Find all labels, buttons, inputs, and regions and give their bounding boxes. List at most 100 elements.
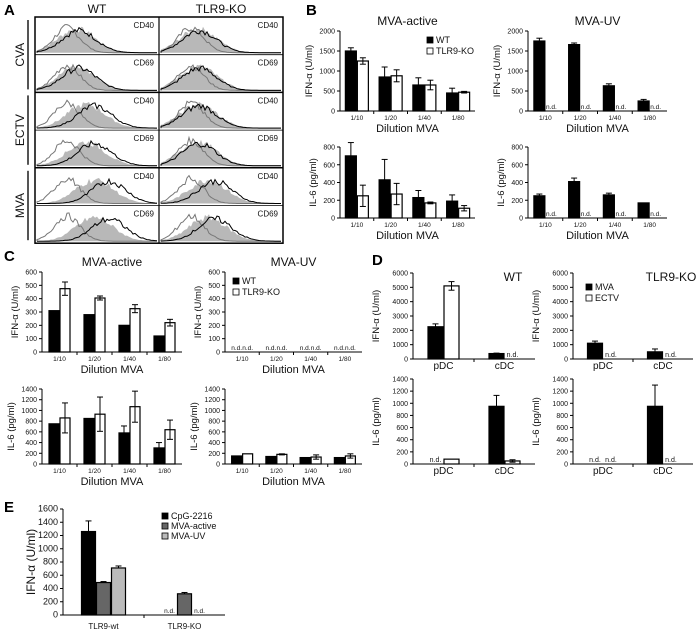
nd-label: n.d. xyxy=(605,457,617,464)
row-group-label: ECTV xyxy=(13,114,27,146)
nd-label: n.d. xyxy=(589,457,601,464)
bar-wt xyxy=(637,100,650,112)
bar-tlr9-ko xyxy=(242,453,254,465)
nd-label: n.d. xyxy=(546,104,557,111)
histogram-isotype-fill xyxy=(161,139,281,166)
bar-tlr9-ko xyxy=(94,297,106,353)
x-tick-label: 1/40 xyxy=(609,115,622,122)
y-tick-label: 600 xyxy=(208,429,220,436)
bar-wt xyxy=(83,314,95,353)
y-tick-label: 1000 xyxy=(507,69,523,76)
y-tick-label: 600 xyxy=(208,270,220,277)
y-tick-label: 1400 xyxy=(392,377,408,384)
y-tick-label: 5000 xyxy=(392,285,408,292)
x-tick-label: TLR9-KO xyxy=(168,622,202,631)
histogram-cell: CD40 xyxy=(36,172,158,204)
histogram-infected-line xyxy=(36,26,157,54)
histogram-infected-line xyxy=(36,139,157,167)
histogram-cell: CD69 xyxy=(160,59,281,91)
nd-label: n.d. xyxy=(581,104,592,111)
x-axis-label: Dilution MVA xyxy=(566,123,629,135)
y-tick-label: 1400 xyxy=(38,517,58,527)
y-tick-label: 2000 xyxy=(392,328,408,335)
bar-chart-d3: 0 200 400 600 800 1000 1200 1400 IL-6 (pg/ml) pDC… xyxy=(371,377,535,477)
bar-mva xyxy=(646,405,664,465)
histogram-isotype-fill xyxy=(37,178,157,204)
x-tick-label: 1/20 xyxy=(88,356,101,363)
y-tick-label: 1200 xyxy=(552,389,568,396)
column-header: TLR9-KO xyxy=(196,2,247,16)
marker-label: CD69 xyxy=(134,59,155,68)
nd-label: n.d. xyxy=(665,457,677,464)
x-axis-label: Dilution MVA xyxy=(376,230,439,242)
bar-wt xyxy=(265,455,277,465)
y-tick-label: 600 xyxy=(556,425,568,432)
nd-label: n.d. xyxy=(345,345,356,352)
nd-label: n.d. xyxy=(650,104,661,111)
marker-label: CD40 xyxy=(134,172,155,181)
panel-label-a: A xyxy=(4,2,15,19)
nd-label: n.d. xyxy=(615,104,626,111)
bar-chart-c1: 0 100 200 300 400 500 600 IFN-α (U/ml) MVA-activ… xyxy=(10,255,182,376)
bar-tlr9-ko xyxy=(129,308,141,353)
y-tick-label: 1500 xyxy=(507,49,523,56)
y-tick-label: 1600 xyxy=(38,504,58,514)
x-tick-label: pDC xyxy=(433,361,453,372)
x-tick-label: 1/40 xyxy=(418,222,431,229)
bar-chart-b2: 0 500 1000 1500 2000 IFN-α (U/ml) MVA-UV Diluti… xyxy=(492,14,667,135)
histogram-isotype-fill xyxy=(37,26,157,53)
bar-ectv xyxy=(443,285,460,360)
bar-wt xyxy=(602,194,615,219)
marker-label: CD40 xyxy=(258,172,279,181)
x-tick-label: 1/40 xyxy=(123,356,136,363)
histogram-mock-line xyxy=(36,99,157,129)
legend-label: TLR9-KO xyxy=(242,287,280,297)
histogram-isotype-fill xyxy=(37,64,157,91)
chart-title: MVA-UV xyxy=(575,14,621,28)
y-tick-label: 1200 xyxy=(21,397,37,404)
bar-tlr9-ko xyxy=(164,322,176,353)
x-tick-label: 1/20 xyxy=(384,115,397,122)
y-axis-label: IL-6 (pg/ml) xyxy=(308,158,319,207)
y-tick-label: 200 xyxy=(208,323,220,330)
y-tick-label: 300 xyxy=(208,310,220,317)
y-tick-label: 500 xyxy=(208,283,220,290)
bar-wt xyxy=(153,335,165,353)
y-tick-label: 500 xyxy=(511,89,523,96)
y-tick-label: 400 xyxy=(323,180,335,187)
y-tick-label: 800 xyxy=(511,145,523,152)
column-header: WT xyxy=(88,2,107,16)
nd-label: n.d. xyxy=(265,345,276,352)
bar-wt xyxy=(231,455,243,465)
marker-label: CD69 xyxy=(258,59,279,68)
nd-label: n.d. xyxy=(615,211,626,218)
y-axis-label: IFN-α (U/ml) xyxy=(193,286,204,338)
marker-label: CD40 xyxy=(134,21,155,30)
x-tick-label: 1/20 xyxy=(88,468,101,475)
nd-label: n.d. xyxy=(164,608,175,615)
histogram-cell: CD69 xyxy=(36,210,158,242)
histogram-isotype-fill xyxy=(161,26,281,53)
bar-chart-d1: 0 1000 2000 3000 4000 5000 6000 IFN-α (U/ml) WT p… xyxy=(371,270,535,372)
x-axis-label: Dilution MVA xyxy=(262,364,325,376)
x-tick-label: 1/80 xyxy=(643,222,656,229)
nd-label: n.d. xyxy=(231,345,242,352)
y-tick-label: 1500 xyxy=(319,49,335,56)
y-axis-label: IL-6 (pg/ml) xyxy=(6,402,17,451)
bar-mva-uv xyxy=(110,567,127,616)
bar-wt xyxy=(299,456,311,465)
histogram-mock-line xyxy=(36,176,157,204)
histogram-infected-line xyxy=(160,141,281,167)
y-tick-label: 1000 xyxy=(21,408,37,415)
bar-mva xyxy=(586,342,604,360)
bar-wt xyxy=(118,432,130,465)
bar-wt xyxy=(48,310,60,353)
bar-wt xyxy=(568,181,581,219)
bar-wt xyxy=(568,43,581,112)
y-tick-label: 800 xyxy=(323,145,335,152)
marker-label: CD40 xyxy=(134,96,155,105)
chart-title: MVA-active xyxy=(82,255,143,269)
x-tick-label: 1/80 xyxy=(339,356,352,363)
bar-wt xyxy=(333,456,345,465)
y-tick-label: 0 xyxy=(564,462,568,469)
